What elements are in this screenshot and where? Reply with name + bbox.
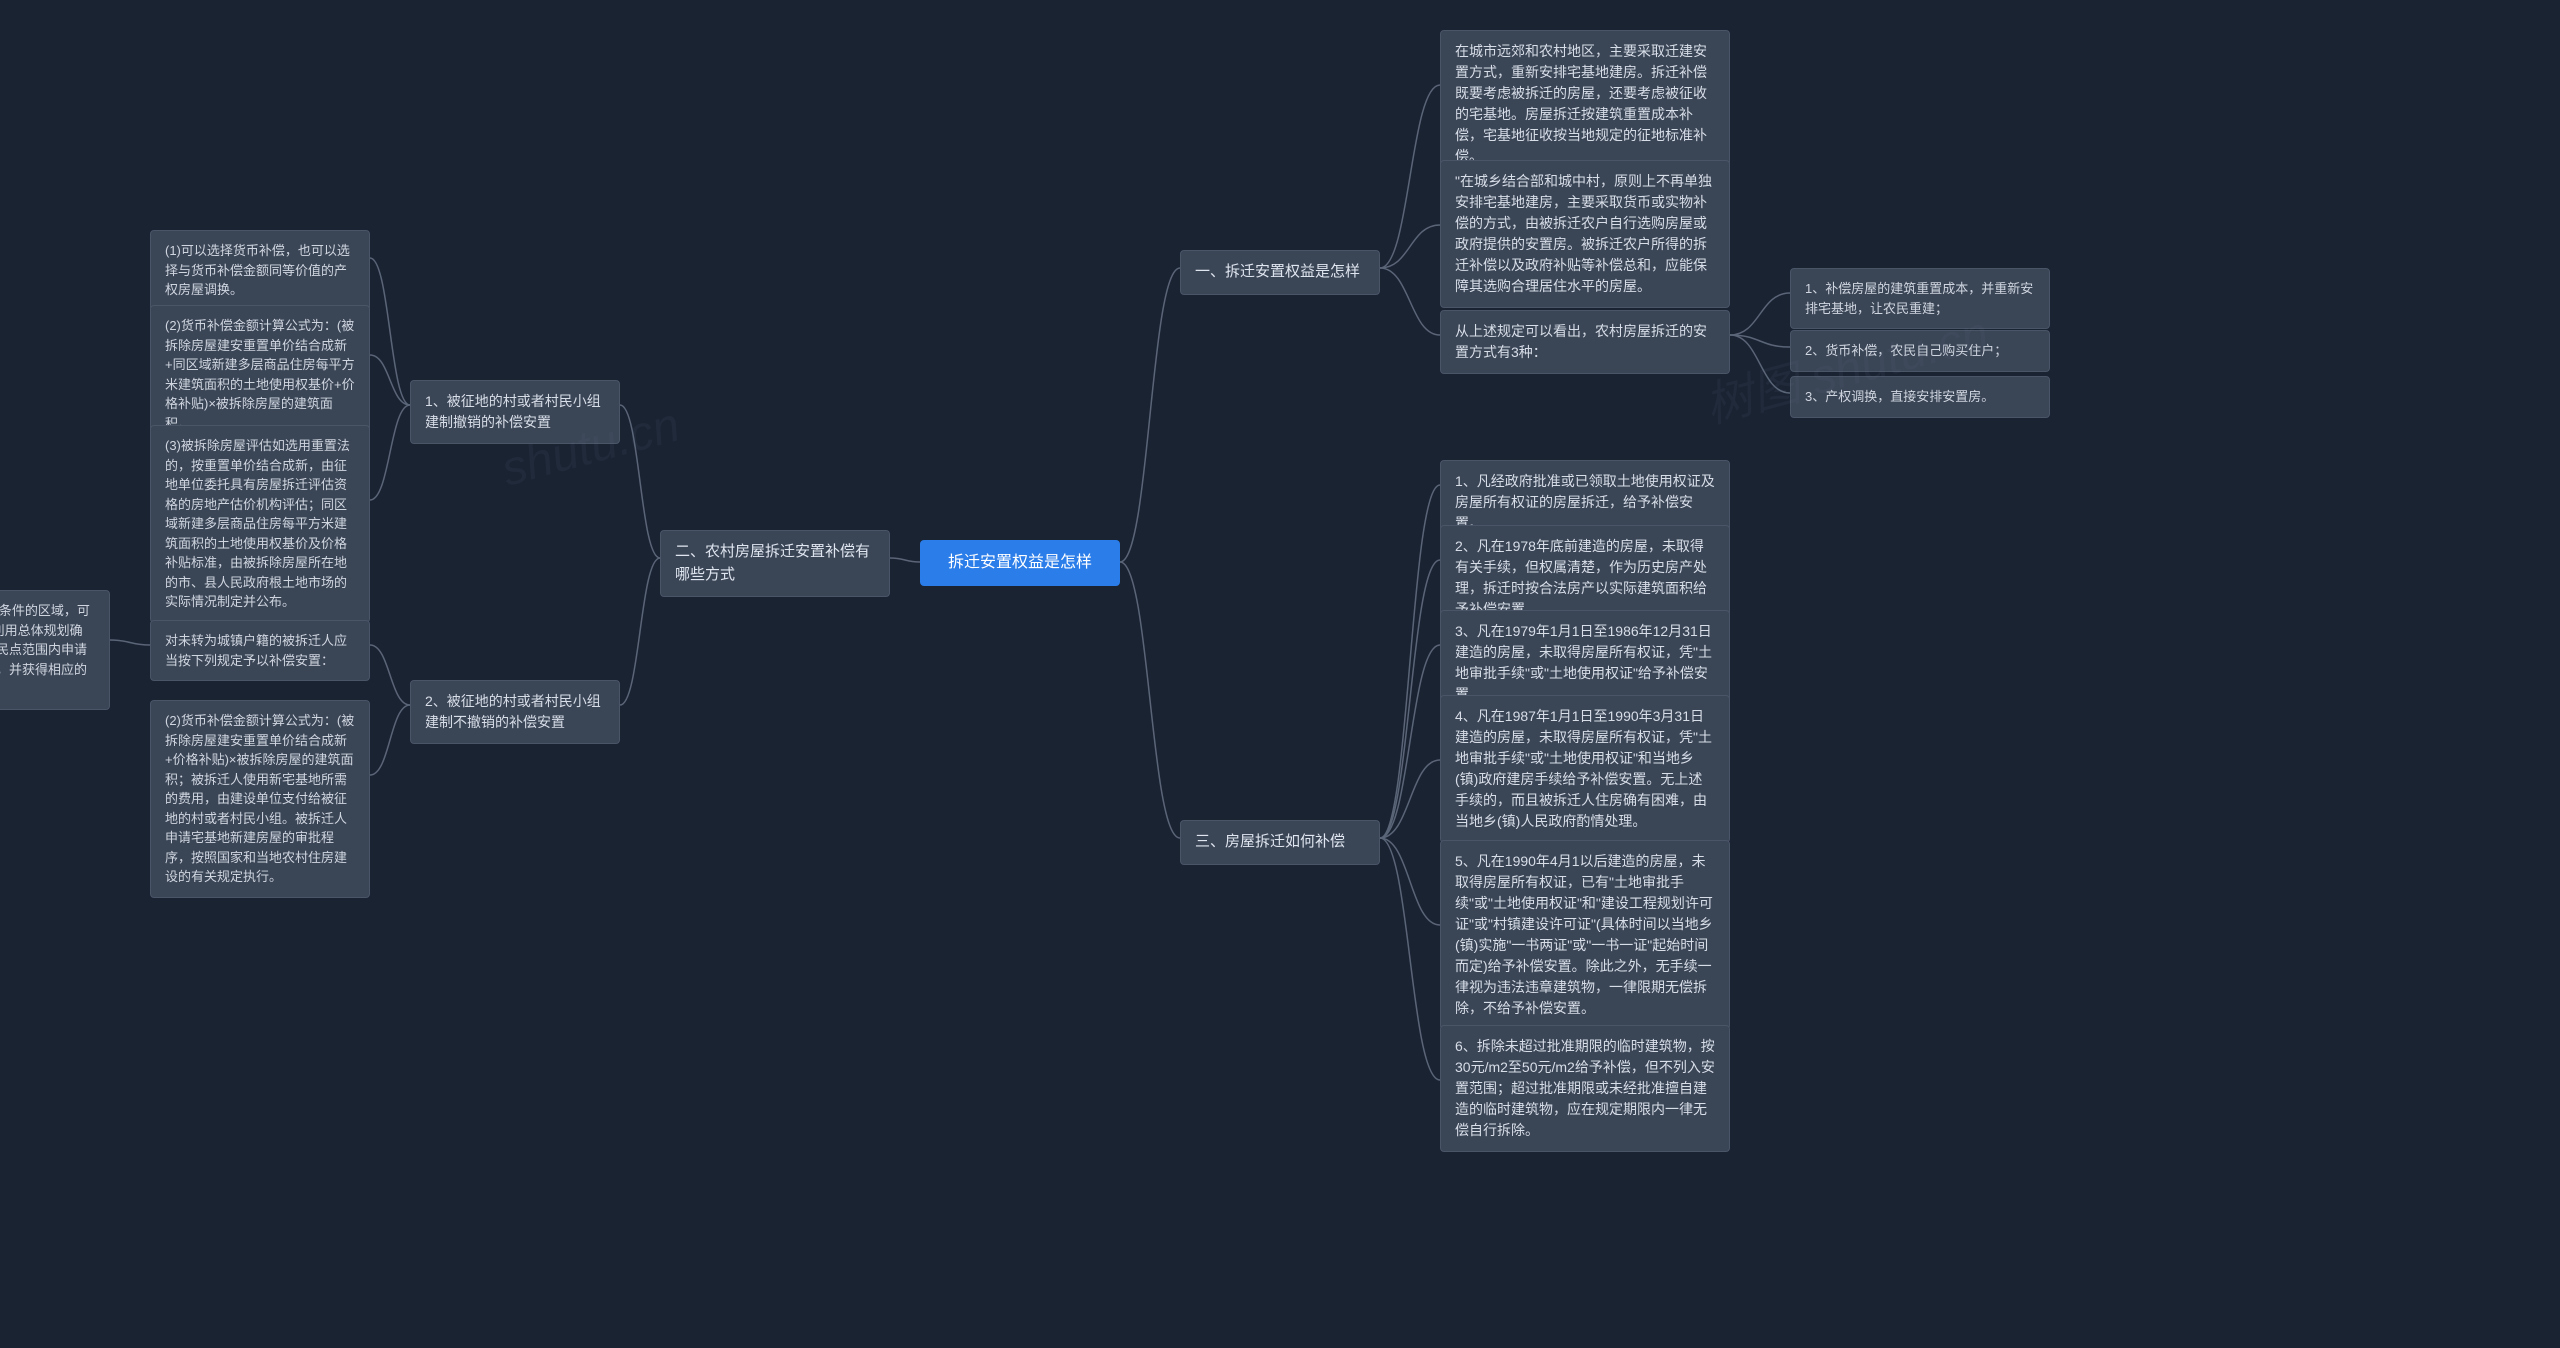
mindmap-node-l1b1: 对未转为城镇户籍的被拆迁人应当按下列规定予以补偿安置： — [150, 620, 370, 681]
mindmap-node-r2f: 6、拆除未超过批准期限的临时建筑物，按30元/m2至50元/m2给予补偿，但不列… — [1440, 1025, 1730, 1152]
mindmap-node-r1c: 从上述规定可以看出，农村房屋拆迁的安置方式有3种： — [1440, 310, 1730, 374]
mindmap-node-l1b2: (2)货币补偿金额计算公式为：(被拆除房屋建安重置单价结合成新+价格补贴)×被拆… — [150, 700, 370, 898]
mindmap-node-l1a1: (1)可以选择货币补偿，也可以选择与货币补偿金额同等价值的产权房屋调换。 — [150, 230, 370, 311]
mindmap-node-r1c2: 2、货币补偿，农民自己购买住户； — [1790, 330, 2050, 372]
mindmap-node-r2e: 5、凡在1990年4月1以后建造的房屋，未取得房屋所有权证，已有"土地审批手续"… — [1440, 840, 1730, 1030]
mindmap-node-l1a: 1、被征地的村或者村民小组建制撤销的补偿安置 — [410, 380, 620, 444]
mindmap-node-l1: 二、农村房屋拆迁安置补偿有哪些方式 — [660, 530, 890, 597]
mindmap-node-l1b1a: (1)具备易地建房条件的区域，可以在乡(镇)土地利用总体规划确定的中心村或居民点… — [0, 590, 110, 710]
mindmap-node-r2d: 4、凡在1987年1月1日至1990年3月31日建造的房屋，未取得房屋所有权证，… — [1440, 695, 1730, 843]
connector-layer — [0, 0, 2560, 1348]
mindmap-node-l1a2: (2)货币补偿金额计算公式为：(被拆除房屋建安重置单价结合成新+同区域新建多层商… — [150, 305, 370, 444]
mindmap-node-r1b: "在城乡结合部和城中村，原则上不再单独安排宅基地建房，主要采取货币或实物补偿的方… — [1440, 160, 1730, 308]
mindmap-node-root: 拆迁安置权益是怎样 — [920, 540, 1120, 586]
mindmap-node-r2: 三、房屋拆迁如何补偿 — [1180, 820, 1380, 865]
mindmap-node-l1b: 2、被征地的村或者村民小组建制不撤销的补偿安置 — [410, 680, 620, 744]
mindmap-node-r1c3: 3、产权调换，直接安排安置房。 — [1790, 376, 2050, 418]
mindmap-node-r1: 一、拆迁安置权益是怎样 — [1180, 250, 1380, 295]
mindmap-node-r1a: 在城市远郊和农村地区，主要采取迁建安置方式，重新安排宅基地建房。拆迁补偿既要考虑… — [1440, 30, 1730, 178]
mindmap-node-l1a3: (3)被拆除房屋评估如选用重置法的，按重置单价结合成新，由征地单位委托具有房屋拆… — [150, 425, 370, 623]
mindmap-node-r1c1: 1、补偿房屋的建筑重置成本，并重新安排宅基地，让农民重建； — [1790, 268, 2050, 329]
